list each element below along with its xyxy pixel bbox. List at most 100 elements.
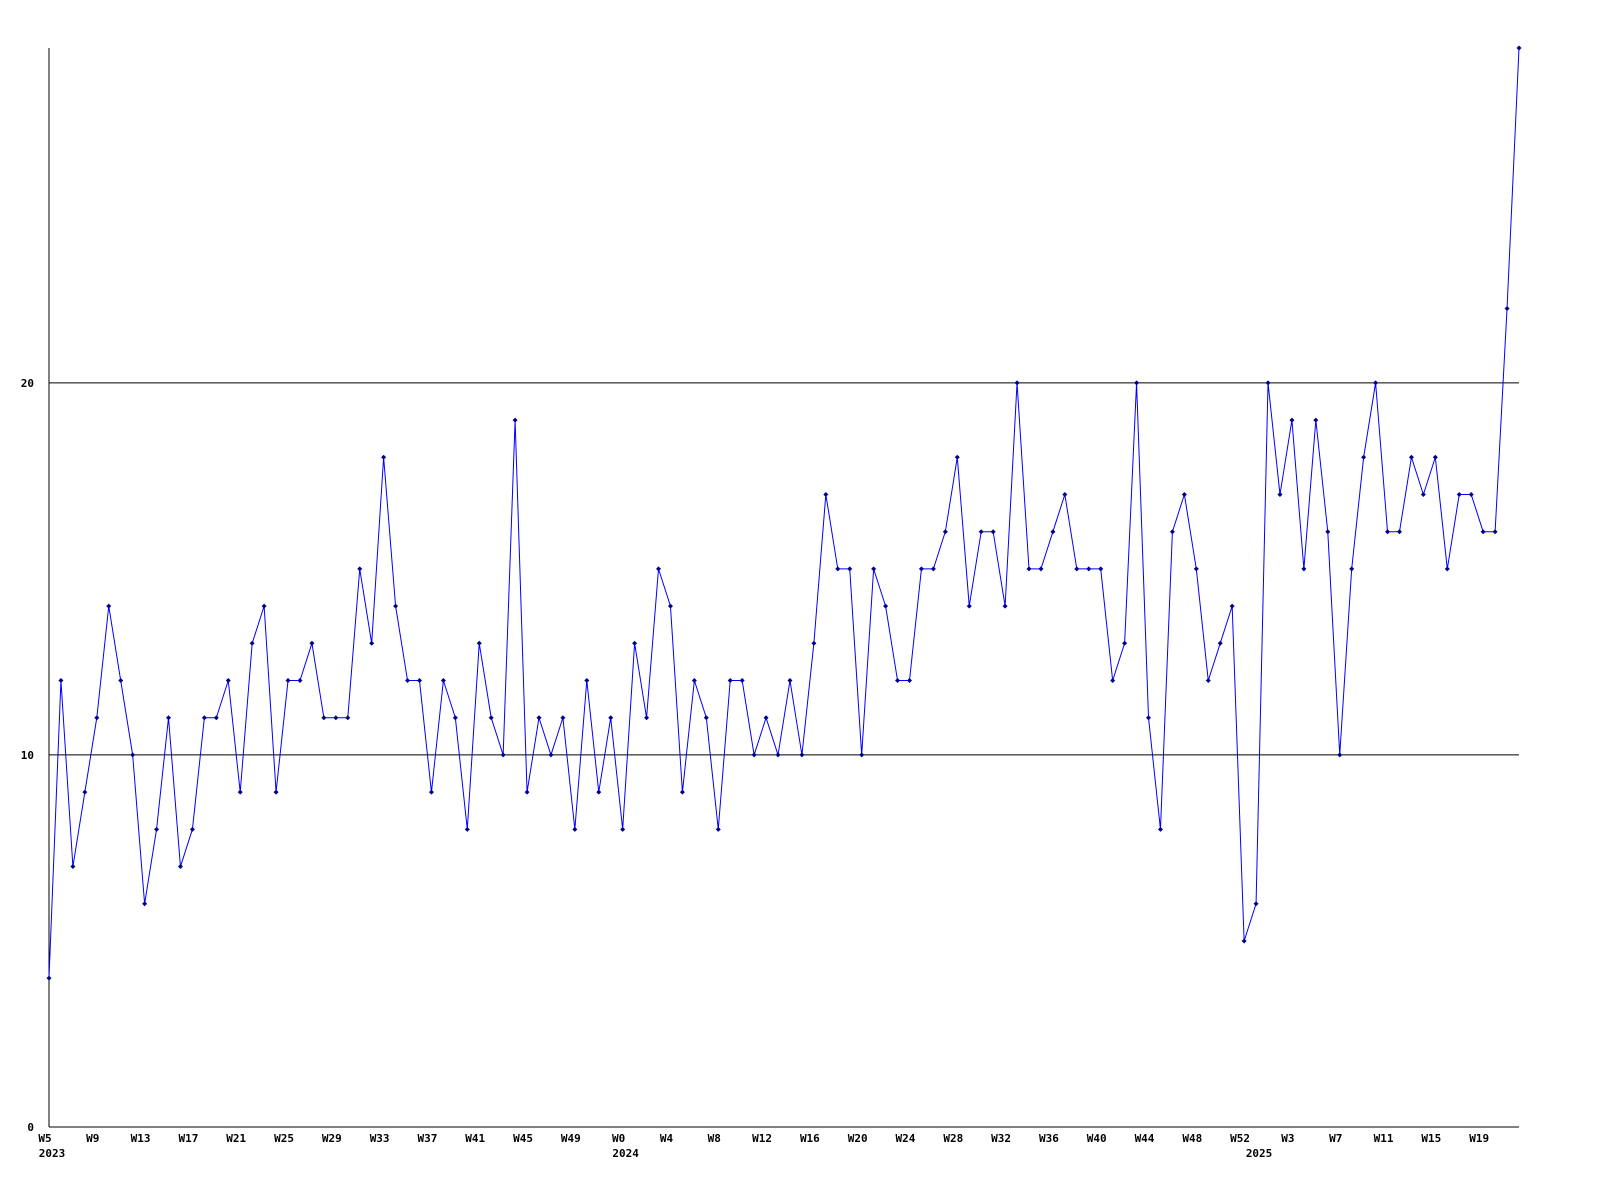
y-tick-label: 20 <box>21 377 34 390</box>
x-tick-label: W49 <box>561 1132 581 1145</box>
point-marker <box>859 752 865 758</box>
point-marker <box>823 491 829 497</box>
point-marker <box>405 678 411 684</box>
point-marker <box>130 752 136 758</box>
point-marker <box>656 566 662 572</box>
point-marker <box>883 603 889 609</box>
point-marker <box>1205 678 1211 684</box>
x-tick-label: W33 <box>370 1132 390 1145</box>
point-marker <box>285 678 291 684</box>
point-marker <box>1241 938 1247 944</box>
point-marker <box>1301 566 1307 572</box>
x-tick-label: W19 <box>1469 1132 1489 1145</box>
x-tick-label: W0 <box>612 1132 625 1145</box>
point-marker <box>189 826 195 832</box>
point-marker <box>249 640 255 646</box>
point-marker <box>715 826 721 832</box>
x-tick-label: W28 <box>943 1132 963 1145</box>
point-marker <box>1396 529 1402 535</box>
point-marker <box>691 678 697 684</box>
point-marker <box>369 640 375 646</box>
point-marker <box>428 789 434 795</box>
x-tick-label: W32 <box>991 1132 1011 1145</box>
point-marker <box>273 789 279 795</box>
point-marker <box>954 454 960 460</box>
point-marker <box>488 715 494 721</box>
point-marker <box>596 789 602 795</box>
point-marker <box>918 566 924 572</box>
point-marker <box>1504 305 1510 311</box>
point-marker <box>1181 491 1187 497</box>
point-marker <box>1086 566 1092 572</box>
point-marker <box>381 454 387 460</box>
point-marker <box>584 678 590 684</box>
point-marker <box>1217 640 1223 646</box>
point-marker <box>46 975 52 981</box>
point-marker <box>1074 566 1080 572</box>
point-marker <box>1026 566 1032 572</box>
y-tick-label: 0 <box>27 1121 34 1134</box>
point-marker <box>620 826 626 832</box>
point-marker <box>225 678 231 684</box>
point-marker <box>512 417 518 423</box>
point-marker <box>393 603 399 609</box>
point-marker <box>201 715 207 721</box>
point-marker <box>464 826 470 832</box>
point-marker <box>1193 566 1199 572</box>
point-marker <box>536 715 542 721</box>
point-marker <box>978 529 984 535</box>
point-marker <box>1038 566 1044 572</box>
point-marker <box>333 715 339 721</box>
x-tick-label: W12 <box>752 1132 772 1145</box>
x-tick-label: W36 <box>1039 1132 1059 1145</box>
point-marker <box>1146 715 1152 721</box>
point-marker <box>847 566 853 572</box>
point-marker <box>799 752 805 758</box>
point-marker <box>1289 417 1295 423</box>
point-marker <box>70 864 76 870</box>
point-marker <box>787 678 793 684</box>
point-marker <box>452 715 458 721</box>
point-marker <box>763 715 769 721</box>
point-marker <box>1050 529 1056 535</box>
point-marker <box>500 752 506 758</box>
point-marker <box>58 678 64 684</box>
point-marker <box>177 864 183 870</box>
point-marker <box>751 752 757 758</box>
x-tick-label: W9 <box>86 1132 99 1145</box>
point-marker <box>739 678 745 684</box>
point-marker <box>118 678 124 684</box>
point-marker <box>345 715 351 721</box>
year-label: 2024 <box>612 1147 639 1160</box>
point-marker <box>644 715 650 721</box>
x-tick-label: W24 <box>896 1132 916 1145</box>
point-marker <box>1420 491 1426 497</box>
point-marker <box>1480 529 1486 535</box>
point-marker <box>835 566 841 572</box>
x-tick-label: W52 <box>1230 1132 1250 1145</box>
point-marker <box>1385 529 1391 535</box>
point-marker <box>1110 678 1116 684</box>
point-marker <box>154 826 160 832</box>
point-marker <box>895 678 901 684</box>
point-marker <box>560 715 566 721</box>
x-tick-label: W11 <box>1374 1132 1394 1145</box>
x-tick-label: W5 <box>38 1132 51 1145</box>
point-marker <box>297 678 303 684</box>
x-tick-label: W13 <box>131 1132 151 1145</box>
x-tick-label: W16 <box>800 1132 820 1145</box>
point-marker <box>703 715 709 721</box>
x-tick-label: W21 <box>226 1132 246 1145</box>
point-marker <box>1432 454 1438 460</box>
point-marker <box>1014 380 1020 386</box>
year-label: 2025 <box>1246 1147 1273 1160</box>
x-tick-label: W4 <box>660 1132 674 1145</box>
point-marker <box>1373 380 1379 386</box>
point-marker <box>1253 901 1259 907</box>
point-marker <box>261 603 267 609</box>
x-tick-label: W15 <box>1421 1132 1441 1145</box>
y-tick-label: 10 <box>21 749 34 762</box>
point-marker <box>237 789 243 795</box>
x-tick-label: W48 <box>1182 1132 1202 1145</box>
